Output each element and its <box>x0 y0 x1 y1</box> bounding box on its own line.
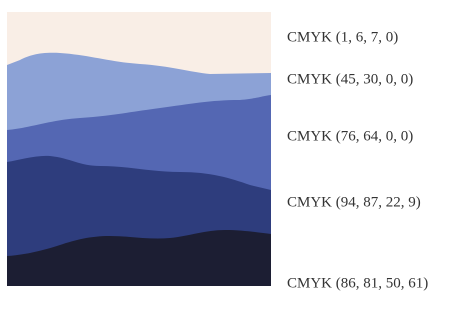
swatch-label: CMYK (76, 64, 0, 0) <box>287 128 413 144</box>
swatch-label: CMYK (45, 30, 0, 0) <box>287 71 413 87</box>
swatch-label: CMYK (94, 87, 22, 9) <box>287 194 421 210</box>
swatch-label: CMYK (1, 6, 7, 0) <box>287 29 398 45</box>
swatch-label: CMYK (86, 81, 50, 61) <box>287 275 428 291</box>
palette: CMYK (1, 6, 7, 0) CMYK (45, 30, 0, 0) CM… <box>0 0 475 314</box>
